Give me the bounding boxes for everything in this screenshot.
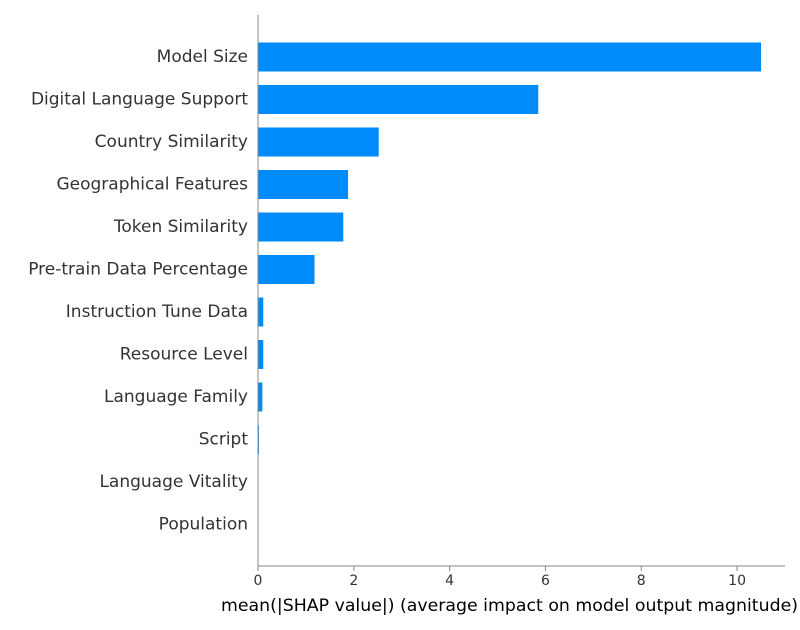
category-label-token-similarity: Token Similarity (113, 217, 248, 237)
category-label-resource-level: Resource Level (120, 345, 248, 365)
bars-group (258, 42, 762, 454)
category-label-geographical-features: Geographical Features (56, 175, 248, 195)
category-label-pre-train-data-percentage: Pre-train Data Percentage (28, 260, 248, 280)
bar-instruction-tune-data (258, 297, 264, 327)
x-tick-label-6: 6 (541, 573, 550, 589)
bar-model-size (258, 42, 762, 72)
category-label-country-similarity: Country Similarity (95, 132, 248, 152)
bar-country-similarity (258, 127, 379, 157)
bar-pre-train-data-percentage (258, 255, 315, 284)
x-tick-label-0: 0 (254, 573, 263, 589)
x-ticks-group: 0 2 4 6 8 10 (254, 566, 746, 589)
category-label-model-size: Model Size (157, 47, 248, 67)
bar-digital-language-support (258, 85, 539, 114)
bar-language-family (258, 382, 263, 412)
category-labels-group: Model Size Digital Language Support Countr… (28, 47, 248, 535)
x-axis-title: mean(|SHAP value|) (average impact on mo… (221, 596, 798, 616)
x-tick-label-8: 8 (637, 573, 646, 589)
category-label-population: Population (159, 515, 248, 535)
x-tick-label-2: 2 (349, 573, 358, 589)
category-label-digital-language-support: Digital Language Support (31, 90, 248, 110)
category-label-script: Script (199, 430, 249, 450)
x-tick-label-10: 10 (728, 573, 746, 589)
category-label-language-vitality: Language Vitality (99, 472, 248, 492)
x-tick-label-4: 4 (445, 573, 454, 589)
category-label-language-family: Language Family (104, 387, 248, 407)
bar-geographical-features (258, 170, 349, 199)
bar-token-similarity (258, 212, 344, 242)
bar-resource-level (258, 340, 264, 369)
category-label-instruction-tune-data: Instruction Tune Data (66, 302, 248, 322)
